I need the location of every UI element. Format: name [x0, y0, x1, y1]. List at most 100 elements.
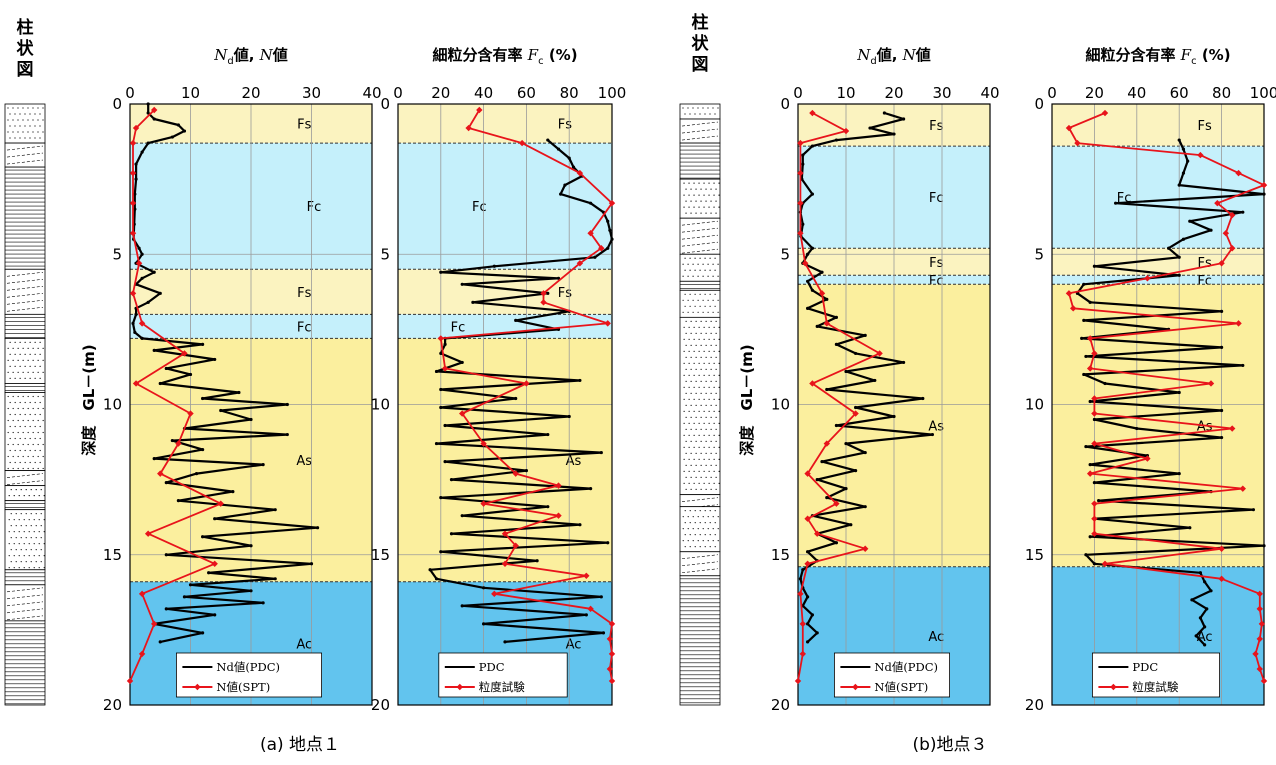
sand-dot [37, 455, 39, 458]
sand-dot [37, 371, 39, 373]
sand-dot [690, 416, 692, 418]
sand-dot [700, 332, 702, 334]
sand-dot [705, 452, 707, 454]
sand-dot [690, 212, 692, 214]
sand-dot [20, 513, 22, 515]
data-point [882, 111, 887, 115]
data-point [129, 290, 137, 297]
soil-segment [679, 118, 721, 144]
sand-dot [713, 374, 715, 376]
data-point [810, 246, 815, 250]
data-point [1186, 159, 1190, 163]
y-tick-label: 20 [771, 696, 790, 714]
sand-dot [685, 356, 687, 358]
sand-dot [25, 489, 27, 491]
sand-dot [34, 113, 36, 115]
sand-dot [30, 561, 32, 563]
data-point [608, 620, 616, 628]
sand-dot [700, 380, 702, 382]
sand-dot [705, 476, 707, 478]
sand-dot [38, 519, 40, 521]
sand-dot [690, 488, 692, 490]
data-point [930, 432, 935, 437]
sand-dot [22, 431, 24, 434]
sand-dot [39, 113, 41, 115]
sand-dot [17, 119, 19, 121]
data-point [152, 117, 156, 121]
sand-dot [19, 449, 21, 452]
layer-label: Fc [472, 200, 487, 215]
data-point [237, 390, 241, 395]
sand-dot [17, 407, 19, 410]
sand-dot [14, 353, 16, 355]
data-point [806, 622, 810, 626]
sand-dot [698, 482, 700, 484]
sand-dot [688, 422, 690, 424]
data-point [441, 365, 449, 372]
sand-dot [685, 188, 687, 190]
data-point [273, 508, 277, 512]
data-point [834, 138, 839, 142]
sand-dot [7, 371, 9, 373]
sand-dot [708, 482, 710, 484]
sand-dot [714, 522, 716, 524]
sand-dot [17, 107, 19, 109]
data-point [449, 478, 454, 482]
sand-dot [19, 461, 21, 464]
sand-dot [699, 305, 701, 307]
sand-dot [27, 107, 29, 109]
sand-dot [37, 347, 39, 349]
y-tick-label: 5 [1034, 245, 1044, 263]
data-point [1082, 372, 1086, 377]
sand-dot [689, 546, 691, 548]
data-point [471, 300, 475, 304]
data-point [439, 270, 443, 274]
sand-dot [715, 380, 717, 382]
x-tick-label: 0 [393, 84, 403, 102]
data-point [170, 135, 174, 139]
sand-dot [25, 561, 27, 563]
sand-dot [685, 332, 687, 334]
sand-dot [42, 419, 44, 422]
sand-dot [28, 531, 30, 533]
sand-dot [22, 119, 24, 121]
sand-dot [687, 275, 689, 277]
sand-dot [693, 374, 695, 376]
sand-dot [18, 543, 20, 545]
data-point [158, 291, 162, 295]
sand-dot [29, 353, 31, 355]
data-point [1229, 245, 1236, 252]
sand-dot [24, 437, 26, 440]
y-tick-label: 10 [771, 396, 790, 414]
data-point [1239, 485, 1246, 492]
soil-segment [4, 584, 46, 622]
sand-dot [37, 467, 39, 470]
data-point [480, 500, 487, 507]
x-tick-label: 0 [793, 84, 803, 102]
data-point [1086, 470, 1094, 477]
sand-dot [708, 470, 710, 472]
sand-dot [24, 137, 26, 139]
silt-hatch [6, 292, 44, 298]
sand-dot [692, 311, 694, 313]
data-point [854, 469, 858, 473]
sand-dot [40, 549, 42, 551]
data-point [158, 381, 162, 386]
x-tick-label: 20 [884, 84, 903, 102]
data-point [1203, 580, 1207, 584]
data-point [1088, 300, 1092, 304]
data-point [1235, 169, 1242, 177]
sand-dot [705, 392, 707, 394]
sand-dot [682, 299, 684, 301]
sand-dot [698, 434, 700, 436]
sand-dot [682, 528, 684, 530]
data-point [563, 183, 567, 187]
sand-dot [27, 359, 29, 361]
data-point [261, 601, 265, 605]
sand-dot [690, 368, 692, 370]
sand-dot [694, 305, 696, 307]
data-point [799, 650, 806, 658]
sand-dot [700, 212, 702, 214]
sand-dot [718, 458, 720, 460]
sand-dot [705, 188, 707, 190]
